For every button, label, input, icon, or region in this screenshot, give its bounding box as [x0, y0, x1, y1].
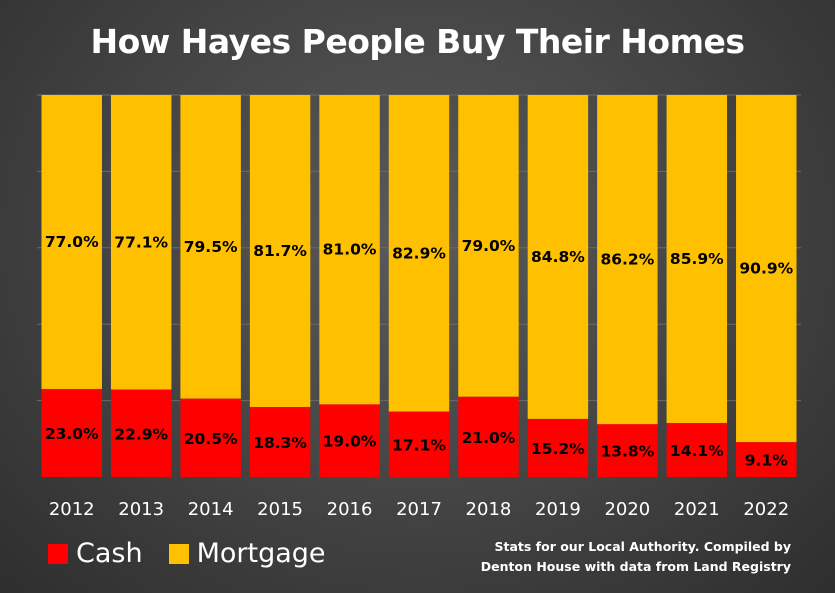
data-label-cash: 19.0%	[323, 433, 377, 451]
legend-label-cash: Cash	[76, 538, 143, 569]
data-label-cash: 9.1%	[745, 452, 788, 470]
data-label-mortgage: 77.1%	[114, 233, 168, 251]
data-label-mortgage: 77.0%	[45, 233, 99, 251]
x-tick-label: 2019	[535, 499, 581, 520]
legend-label-mortgage: Mortgage	[196, 538, 326, 569]
bar-cash	[110, 389, 172, 477]
bar-cash	[527, 418, 589, 477]
bar-mortgage	[458, 95, 519, 397]
bar-cash	[180, 398, 241, 477]
bar-mortgage	[319, 95, 380, 405]
data-label-cash: 20.5%	[184, 430, 238, 448]
bar-mortgage	[388, 95, 450, 412]
x-tick-label: 2016	[327, 499, 373, 520]
bar-mortgage	[249, 95, 311, 408]
legend-swatch-cash	[48, 543, 68, 564]
data-label-mortgage: 90.9%	[739, 260, 793, 278]
data-label-cash: 22.9%	[114, 425, 168, 443]
data-label-mortgage: 79.0%	[462, 237, 516, 255]
data-label-cash: 13.8%	[600, 443, 654, 461]
bar-mortgage	[736, 95, 797, 443]
data-label-mortgage: 81.7%	[253, 242, 307, 260]
legend: Cash Mortgage	[48, 538, 352, 569]
source-note: Stats for our Local Authority. Compiled …	[480, 539, 791, 574]
legend-item-mortgage: Mortgage	[168, 538, 326, 569]
x-tick-label: 2018	[466, 499, 512, 520]
data-label-cash: 21.0%	[462, 429, 516, 447]
data-label-mortgage: 86.2%	[600, 251, 654, 269]
bar-cash	[41, 389, 102, 477]
bar-mortgage	[597, 95, 658, 425]
data-label-mortgage: 85.9%	[670, 250, 724, 268]
bar-mortgage	[110, 95, 172, 390]
data-label-mortgage: 82.9%	[392, 244, 446, 262]
x-tick-label: 2014	[188, 499, 234, 520]
data-label-mortgage: 84.8%	[531, 248, 585, 266]
bar-cash	[666, 423, 728, 477]
legend-item-cash: Cash	[48, 538, 143, 569]
bar-cash	[388, 411, 450, 477]
bar-mortgage	[41, 95, 102, 390]
bar-mortgage	[666, 95, 728, 424]
x-tick-label: 2020	[604, 499, 650, 520]
x-tick-label: 2015	[257, 499, 303, 520]
x-tick-label: 2013	[118, 499, 164, 520]
x-tick-label: 2017	[396, 499, 442, 520]
bar-cash	[458, 396, 519, 477]
data-label-mortgage: 79.5%	[184, 238, 238, 256]
bar-mortgage	[527, 95, 589, 419]
data-label-mortgage: 81.0%	[323, 241, 377, 259]
bar-cash	[249, 407, 311, 477]
chart-title: How Hayes People Buy Their Homes	[90, 22, 745, 61]
x-tick-label: 2022	[743, 499, 789, 520]
data-label-cash: 23.0%	[45, 425, 99, 443]
data-label-cash: 18.3%	[253, 434, 307, 452]
bar-cash	[597, 424, 658, 477]
legend-swatch-mortgage	[168, 543, 189, 564]
bar-cash	[319, 404, 380, 477]
data-label-cash: 15.2%	[531, 440, 585, 458]
data-label-cash: 14.1%	[670, 442, 724, 460]
data-label-cash: 17.1%	[392, 436, 446, 454]
bar-cash	[736, 442, 797, 477]
x-tick-label: 2021	[674, 499, 720, 520]
bar-mortgage	[180, 95, 241, 399]
x-tick-label: 2012	[49, 499, 95, 520]
